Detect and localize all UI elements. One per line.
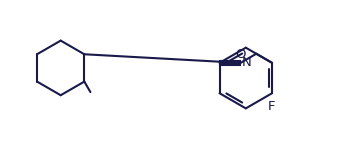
- Text: F: F: [267, 100, 275, 113]
- Text: O: O: [235, 48, 246, 61]
- Text: N: N: [241, 56, 251, 69]
